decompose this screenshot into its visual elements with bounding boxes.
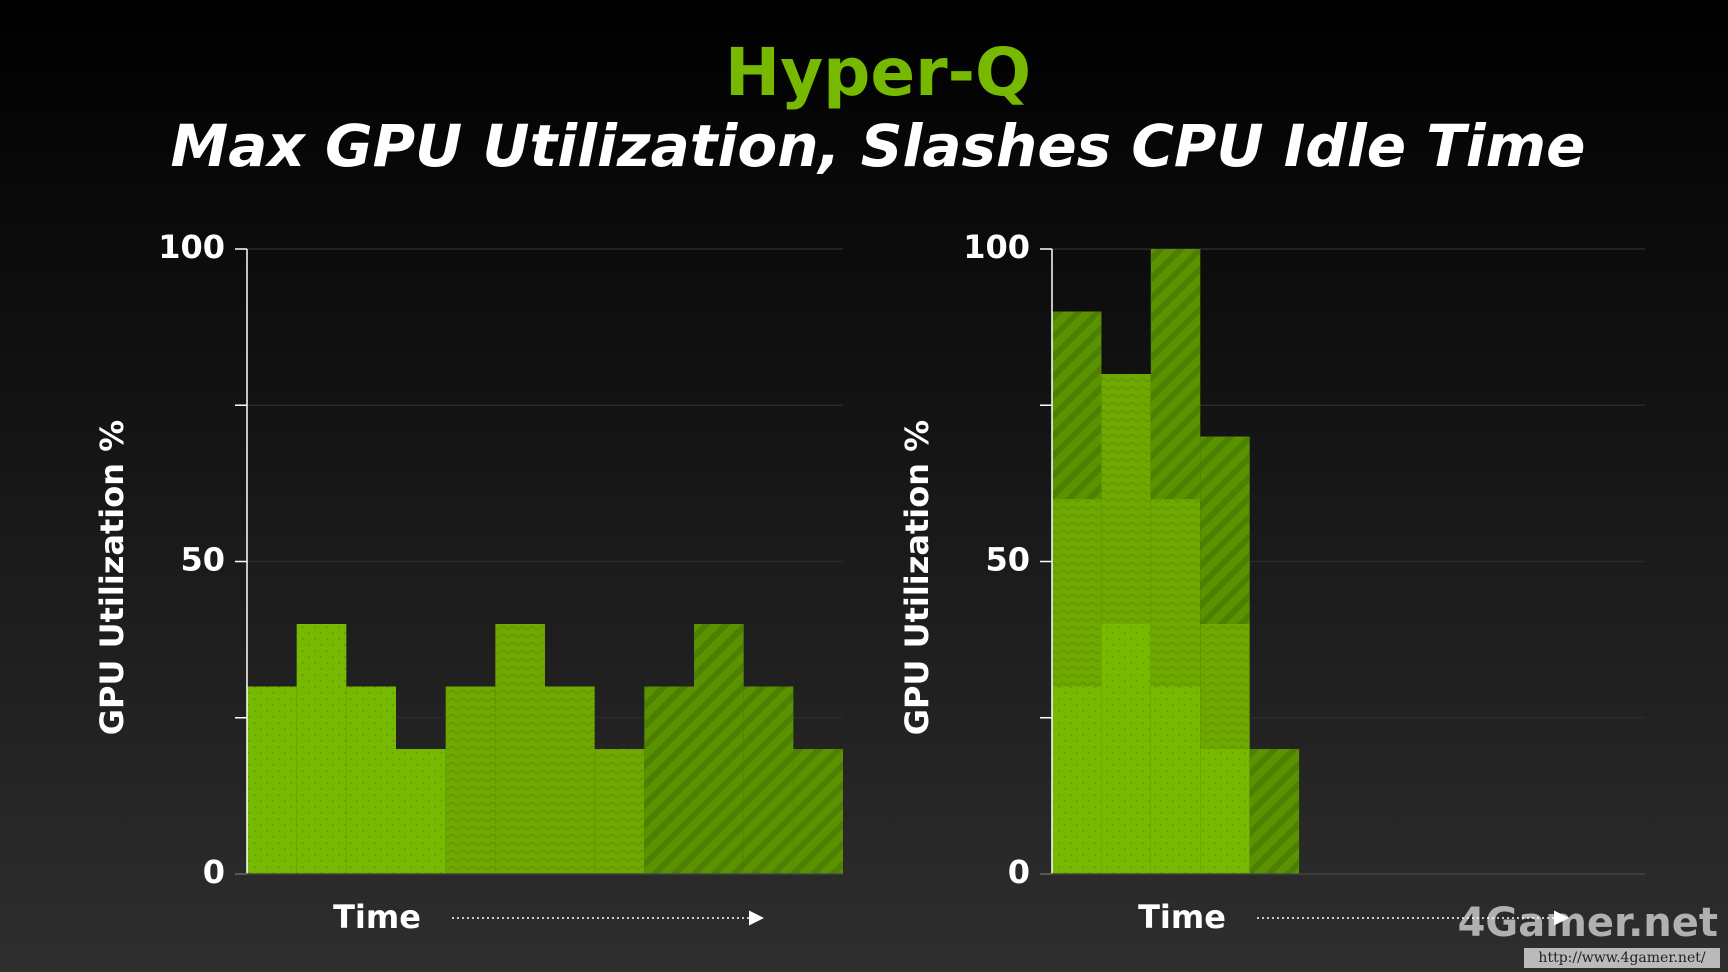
y-tick-label: 0 — [1008, 853, 1030, 891]
bar-texture — [1150, 686, 1201, 874]
bar-texture — [346, 686, 396, 874]
bar-texture — [1200, 436, 1250, 624]
x-axis-label: Time — [333, 898, 421, 936]
bar-texture — [743, 686, 794, 874]
bar-texture — [1052, 686, 1102, 874]
y-axis-label: GPU Utilization % — [898, 420, 936, 735]
y-tick-label: 100 — [158, 228, 225, 266]
bar-texture — [247, 686, 297, 874]
bar-texture — [793, 749, 843, 874]
x-axis-label: Time — [1138, 898, 1226, 936]
bar-texture — [296, 624, 347, 874]
bar-texture — [396, 749, 446, 874]
title: Hyper-Q — [725, 34, 1031, 111]
subtitle: Max GPU Utilization, Slashes CPU Idle Ti… — [171, 112, 1586, 180]
bar-texture — [495, 624, 545, 874]
bar-texture — [1249, 749, 1300, 874]
y-axis-label: GPU Utilization % — [93, 420, 131, 735]
bar-texture — [1101, 624, 1151, 874]
y-tick-label: 50 — [180, 541, 225, 579]
bar-texture — [1200, 624, 1250, 749]
y-tick-label: 50 — [985, 541, 1030, 579]
y-tick-label: 100 — [963, 228, 1030, 266]
watermark-logo: 4Gamer.net — [1458, 900, 1718, 946]
y-tick-label: 0 — [203, 853, 225, 891]
bar-texture — [1200, 749, 1250, 874]
watermark-url: http://www.4gamer.net/ — [1538, 950, 1705, 966]
watermark-box — [1524, 948, 1720, 968]
bar-texture — [694, 624, 744, 874]
bar-texture — [1101, 374, 1151, 624]
bar-texture — [1150, 249, 1201, 499]
bar-texture — [545, 686, 595, 874]
bar-texture — [1052, 311, 1102, 499]
bar-texture — [1052, 499, 1102, 687]
bar-texture — [1150, 499, 1201, 687]
bar-texture — [445, 686, 496, 874]
bar-texture — [644, 686, 694, 874]
bar-texture — [594, 749, 645, 874]
